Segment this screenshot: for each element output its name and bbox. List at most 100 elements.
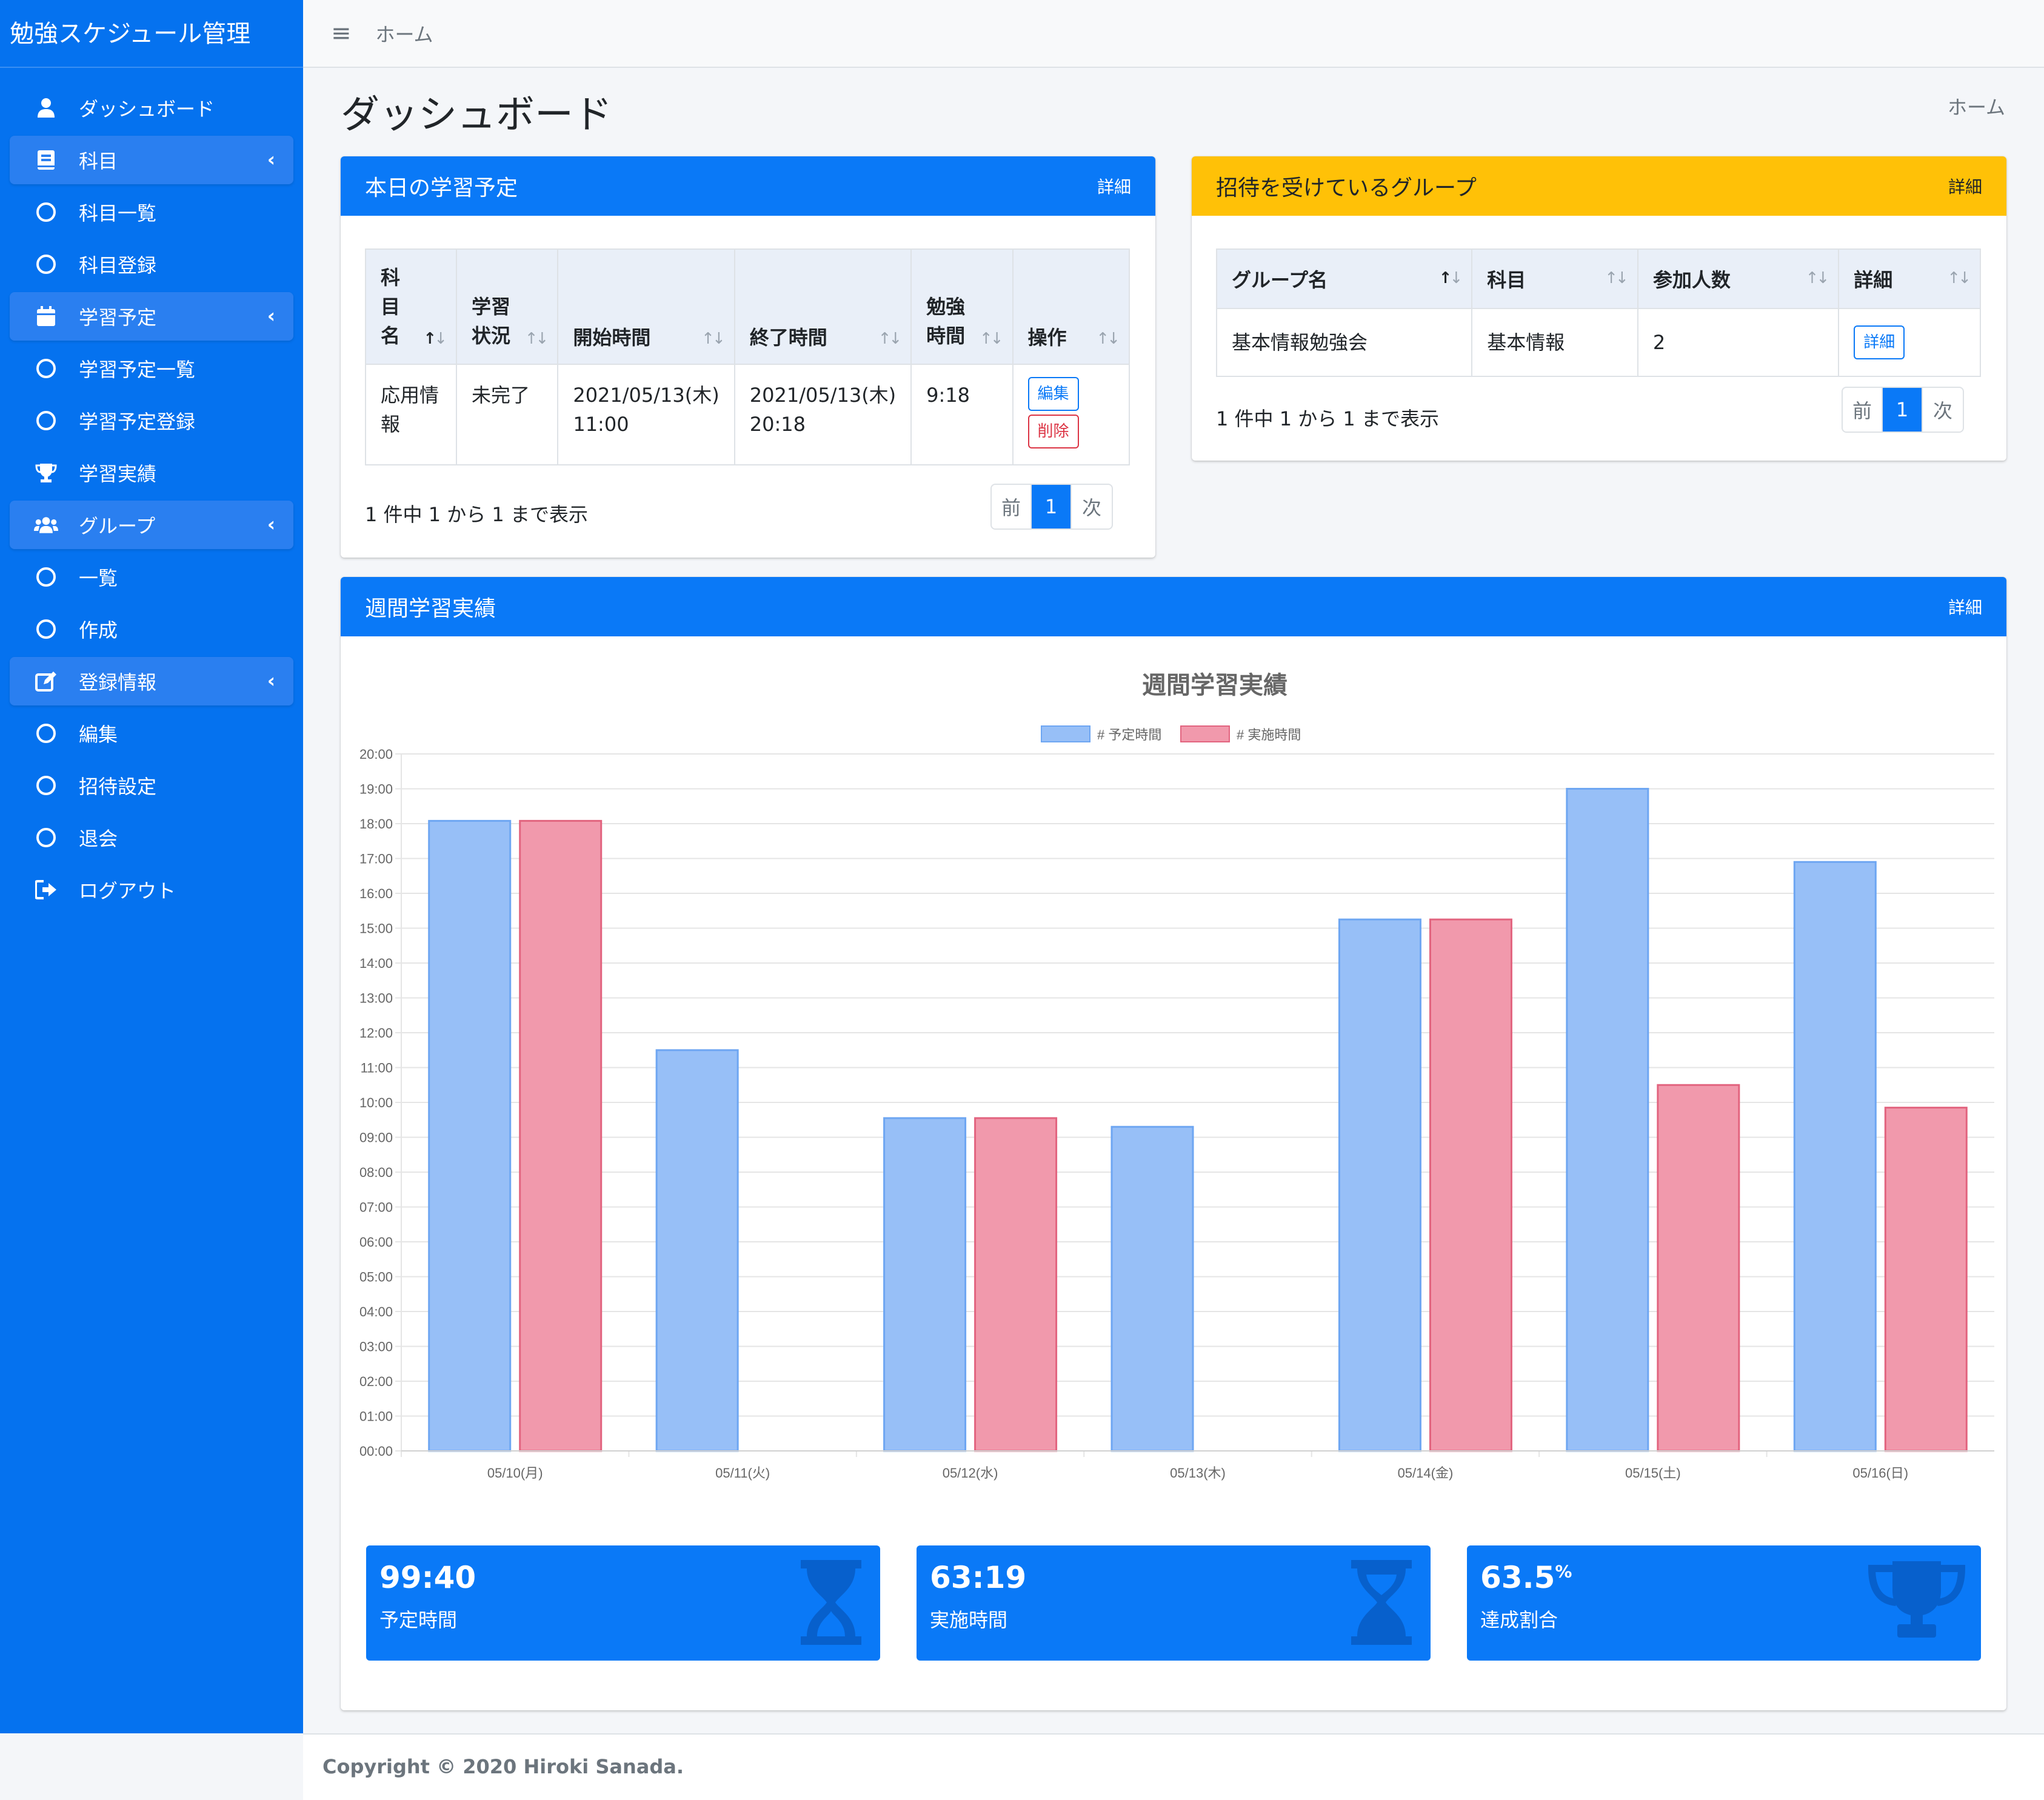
legend-label: # 実施時間: [1237, 727, 1301, 742]
sidebar-item-account[interactable]: 登録情報 ‹: [10, 657, 293, 705]
circle-icon: [34, 408, 58, 433]
footer: Copyright © 2020 Hiroki Sanada.: [303, 1733, 2044, 1800]
weekly-results-card: 週間学習実績 詳細 週間学習実績 # 予定時間 # 実施時間 00:00 01:00 02…: [341, 577, 2006, 1710]
pager-next[interactable]: 次: [1081, 496, 1101, 519]
col-actions[interactable]: 操作 ↑↓: [1012, 248, 1130, 365]
chevron-left-icon: ‹: [267, 148, 275, 171]
sidebar-item-group-create[interactable]: 作成: [10, 605, 293, 653]
stat-value: 99:40: [379, 1560, 476, 1595]
sidebar-item-label: 学習予定登録: [79, 410, 196, 433]
legend-label: # 予定時間: [1097, 727, 1161, 742]
sidebar-item-group-list[interactable]: 一覧: [10, 553, 293, 601]
sidebar-item-label: 科目一覧: [79, 202, 157, 225]
sidebar-item-label: 作成: [79, 619, 118, 642]
detail-button[interactable]: 詳細: [1854, 325, 1905, 359]
y-tick-label: 02:00: [359, 1374, 393, 1389]
edit-button[interactable]: 編集: [1027, 377, 1079, 411]
pager-prev[interactable]: 前: [992, 485, 1032, 528]
y-tick-label: 17:00: [359, 852, 393, 867]
trophy-icon: [34, 461, 58, 485]
sidebar-item-withdraw[interactable]: 退会: [10, 813, 293, 862]
sidebar-item-label: 科目登録: [79, 254, 157, 277]
page-title: ダッシュボード: [341, 93, 612, 138]
sidebar-item-group[interactable]: グループ ‹: [10, 501, 293, 549]
calendar-icon: [34, 304, 58, 328]
col-group-name[interactable]: グループ名 ↑↓: [1215, 248, 1473, 309]
table-row: 基本情報勉強会 基本情報 2 詳細: [1215, 308, 1981, 377]
pagination: 前 1 次: [1842, 387, 1964, 433]
bar-actual: [1657, 1084, 1740, 1452]
col-duration[interactable]: 勉強時間 ↑↓: [910, 248, 1014, 365]
sidebar-item-subjects[interactable]: 科目 ‹: [10, 136, 293, 184]
detail-link[interactable]: 詳細: [1948, 177, 1982, 197]
pagination: 前 1 次: [990, 484, 1113, 530]
sidebar-item-plan-list[interactable]: 学習予定一覧: [10, 344, 293, 393]
today-schedule-card: 本日の学習予定 詳細 科目名 ↑↓ 学習状況 ↑↓ 開始時間 ↑↓ 終了時間 ↑↓ 勉強…: [341, 156, 1155, 558]
sidebar-item-dashboard[interactable]: ダッシュボード: [10, 84, 293, 132]
table-info: 1 件中 1 から 1 まで表示: [365, 503, 588, 526]
col-status[interactable]: 学習状況 ↑↓: [455, 248, 559, 365]
sidebar-item-subject-list[interactable]: 科目一覧: [10, 188, 293, 236]
sidebar-item-account-edit[interactable]: 編集: [10, 709, 293, 758]
pager-current[interactable]: 1: [1032, 485, 1072, 528]
col-detail[interactable]: 詳細 ↑↓: [1838, 248, 1981, 309]
sidebar-item-plan-register[interactable]: 学習予定登録: [10, 396, 293, 445]
sidebar: 勉強スケジュール管理 ダッシュボード 科目 ‹ 科目一覧 科目登録 学習予定 ‹…: [0, 0, 303, 1733]
stat-label: 達成割合: [1480, 1608, 1558, 1632]
top-navbar: ≡ ホーム: [303, 0, 2044, 68]
sidebar-item-study-plan[interactable]: 学習予定 ‹: [10, 292, 293, 341]
x-tick-label: 05/10(月): [487, 1465, 543, 1481]
sidebar-item-invite-settings[interactable]: 招待設定: [10, 761, 293, 810]
chevron-left-icon: ‹: [267, 669, 275, 692]
bar-planned: [1111, 1125, 1194, 1452]
cell-start: 2021/05/13(木) 11:00: [557, 364, 735, 465]
stat-label: 実施時間: [930, 1608, 1008, 1632]
sidebar-item-study-results[interactable]: 学習実績: [10, 448, 293, 497]
y-tick-label: 12:00: [359, 1025, 393, 1041]
y-tick-label: 09:00: [359, 1130, 393, 1145]
cell-duration: 9:18: [910, 364, 1014, 465]
card-title: 本日の学習予定: [365, 176, 518, 201]
sidebar-item-logout[interactable]: ログアウト: [10, 865, 293, 914]
topbar-home-link[interactable]: ホーム: [375, 23, 433, 46]
bar-planned: [428, 819, 512, 1452]
legend-swatch: [1041, 725, 1090, 742]
bar-planned: [655, 1049, 739, 1452]
app-title[interactable]: 勉強スケジュール管理: [0, 0, 303, 68]
y-tick-label: 00:00: [359, 1444, 393, 1459]
bar-actual: [519, 819, 603, 1452]
detail-link[interactable]: 詳細: [1097, 177, 1131, 197]
y-tick-label: 15:00: [359, 921, 393, 936]
invite-table: グループ名 ↑↓ 科目 ↑↓ 参加人数 ↑↓ 詳細 ↑↓ 基本情報勉強会 基本情報 2 …: [1215, 248, 1981, 377]
y-tick-label: 05:00: [359, 1270, 393, 1285]
pager-next[interactable]: 次: [1932, 399, 1952, 422]
sidebar-item-label: 学習実績: [79, 462, 157, 485]
card-header: 本日の学習予定 詳細: [341, 156, 1155, 216]
col-start[interactable]: 開始時間 ↑↓: [557, 248, 735, 365]
copyright-text: Copyright © 2020 Hiroki Sanada.: [322, 1755, 684, 1778]
pager-current[interactable]: 1: [1883, 388, 1923, 432]
sidebar-item-label: 科目: [79, 150, 118, 173]
chevron-left-icon: ‹: [267, 513, 275, 536]
col-end[interactable]: 終了時間 ↑↓: [733, 248, 912, 365]
col-members[interactable]: 参加人数 ↑↓: [1637, 248, 1840, 309]
hamburger-icon[interactable]: ≡: [331, 19, 352, 47]
sidebar-item-label: ダッシュボード: [79, 98, 215, 121]
sidebar-item-subject-register[interactable]: 科目登録: [10, 240, 293, 288]
table-row: 応用情報 未完了 2021/05/13(木) 11:00 2021/05/13(木…: [365, 364, 1130, 465]
chevron-left-icon: ‹: [267, 304, 275, 327]
col-subject[interactable]: 科目名 ↑↓: [365, 248, 457, 365]
bar-planned: [883, 1117, 967, 1452]
circle-icon: [34, 356, 58, 381]
y-tick-label: 08:00: [359, 1165, 393, 1180]
pager-prev[interactable]: 前: [1843, 388, 1883, 432]
y-tick-label: 03:00: [359, 1339, 393, 1355]
bar-actual: [974, 1117, 1058, 1452]
col-subject[interactable]: 科目 ↑↓: [1471, 248, 1638, 309]
y-tick-label: 14:00: [359, 956, 393, 971]
breadcrumb[interactable]: ホーム: [1947, 96, 2005, 119]
sidebar-item-label: 一覧: [79, 567, 118, 590]
detail-link[interactable]: 詳細: [1948, 598, 1982, 618]
x-tick-label: 05/13(木): [1170, 1465, 1226, 1481]
delete-button[interactable]: 削除: [1027, 415, 1079, 448]
